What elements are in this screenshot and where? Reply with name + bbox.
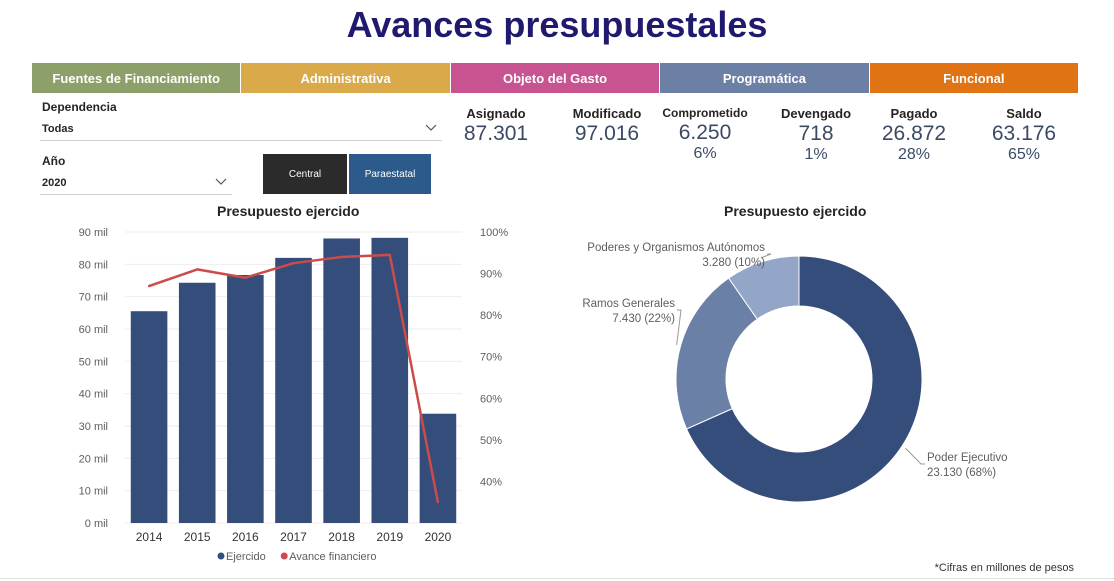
- bar: [178, 282, 216, 523]
- x-tick-label: 2016: [232, 530, 259, 544]
- kpi-label: Devengado: [780, 106, 852, 121]
- x-tick-label: 2019: [376, 530, 403, 544]
- bottom-divider: [0, 578, 1114, 579]
- nav-tabs: Fuentes de Financiamiento Administrativa…: [32, 63, 1079, 93]
- slice-value-label: 23.130 (68%): [927, 467, 996, 479]
- leader-line: [760, 253, 772, 259]
- line-point: [147, 284, 151, 288]
- central-button[interactable]: Central: [263, 154, 347, 194]
- bar: [371, 237, 409, 523]
- kpi-value: 26.872: [881, 122, 947, 145]
- legend-label: Ejercido: [226, 551, 266, 563]
- bar-chart-title: Presupuesto ejercido: [217, 203, 360, 219]
- y2-tick-label: 50%: [480, 435, 502, 447]
- kpi-value: 63.176: [991, 122, 1057, 145]
- dependencia-value: Todas: [42, 123, 74, 135]
- y2-tick-label: 60%: [480, 393, 502, 405]
- legend-marker: [280, 552, 288, 560]
- paraestatal-button[interactable]: Paraestatal: [349, 154, 431, 194]
- chevron-down-icon: [425, 124, 437, 131]
- line-point: [388, 253, 391, 257]
- footnote: *Cifras en millones de pesos: [934, 562, 1074, 574]
- kpi-label: Asignado: [466, 106, 526, 121]
- legend-marker: [217, 552, 225, 560]
- tab-programatica[interactable]: Programática: [660, 63, 870, 93]
- kpi-asignado: Asignado 87.301: [441, 106, 551, 146]
- tab-administrativa[interactable]: Administrativa: [241, 63, 451, 93]
- tab-funcional[interactable]: Funcional: [869, 63, 1079, 93]
- y-tick-label: 80 mil: [79, 259, 108, 271]
- bar: [130, 311, 168, 523]
- anio-select[interactable]: 2020: [40, 173, 232, 195]
- kpi-percent: 28%: [897, 146, 931, 163]
- line-point: [436, 501, 440, 504]
- kpi-value: 97.016: [574, 122, 640, 145]
- y-tick-label: 60 mil: [79, 324, 108, 336]
- x-tick-label: 2015: [184, 530, 211, 544]
- x-tick-label: 2020: [425, 530, 452, 544]
- line-point: [196, 268, 199, 271]
- slice-label: Poderes y Organismos Autónomos: [587, 242, 765, 254]
- kpi-label: Comprometido: [662, 106, 748, 120]
- page-title: Avances presupuestales: [346, 4, 768, 45]
- y-tick-label: 0 mil: [85, 518, 108, 530]
- y2-tick-label: 100%: [480, 227, 508, 239]
- line-point: [244, 276, 247, 279]
- kpi-percent: 6%: [693, 145, 717, 162]
- slice-value-label: 7.430 (22%): [612, 313, 675, 325]
- dependencia-label: Dependencia: [42, 100, 117, 114]
- tab-fuentes-de-financiamiento[interactable]: Fuentes de Financiamiento: [32, 63, 242, 93]
- kpi-saldo: Saldo 63.176 65%: [969, 106, 1079, 164]
- kpi-percent: 65%: [1007, 146, 1041, 163]
- leader-line: [905, 447, 925, 465]
- y2-tick-label: 90%: [480, 269, 502, 281]
- kpi-value: 718: [798, 122, 834, 145]
- kpi-percent: 1%: [804, 146, 828, 163]
- anio-label: Año: [42, 154, 66, 168]
- bar: [323, 238, 360, 523]
- tab-objeto-del-gasto[interactable]: Objeto del Gasto: [450, 63, 661, 93]
- kpi-label: Pagado: [890, 106, 938, 121]
- kpi-label: Modificado: [572, 106, 642, 121]
- anio-value: 2020: [42, 177, 67, 189]
- donut-chart: Poder Ejecutivo 23.130 (68%) Ramos General…: [582, 242, 1008, 503]
- donut-chart-title: Presupuesto ejercido: [724, 203, 867, 219]
- x-tick-label: 2017: [280, 530, 307, 544]
- bar: [419, 413, 457, 523]
- y-tick-label: 40 mil: [79, 389, 108, 401]
- kpi-pagado: Pagado 26.872 28%: [859, 106, 969, 164]
- donut-slice: [685, 255, 923, 503]
- kpi-value: 6.250: [678, 121, 732, 144]
- y2-tick-label: 70%: [480, 352, 502, 364]
- x-tick-label: 2018: [328, 530, 355, 544]
- donut-slice: [727, 255, 800, 320]
- bar: [227, 275, 264, 523]
- y-tick-label: 10 mil: [79, 486, 108, 498]
- chevron-down-icon: [215, 178, 227, 185]
- dependencia-select[interactable]: Todas: [40, 119, 442, 141]
- y2-tick-label: 80%: [480, 310, 502, 322]
- y2-tick-label: 40%: [480, 476, 502, 488]
- y-tick-label: 30 mil: [79, 421, 108, 433]
- slice-label: Ramos Generales: [582, 298, 675, 310]
- slice-label: Poder Ejecutivo: [927, 452, 1008, 464]
- y-tick-label: 20 mil: [79, 453, 108, 465]
- y-tick-label: 90 mil: [79, 227, 108, 239]
- y-tick-label: 50 mil: [79, 356, 108, 368]
- slice-value-label: 3.280 (10%): [702, 257, 765, 269]
- kpi-label: Saldo: [1006, 106, 1042, 121]
- y-tick-label: 70 mil: [79, 292, 108, 304]
- kpi-devengado: Devengado 718 1%: [761, 106, 871, 164]
- line-point: [340, 255, 343, 259]
- kpi-modificado: Modificado 97.016: [552, 106, 662, 146]
- bar-line-chart: 0 mil 10 mil 20 mil 30 mil 40 mil 50 mil 60 mi…: [79, 227, 509, 563]
- legend-label: Avance financiero: [289, 551, 376, 563]
- kpi-comprometido: Comprometido 6.250 6%: [650, 106, 760, 163]
- leader-line: [676, 309, 682, 345]
- x-tick-label: 2014: [136, 530, 163, 544]
- bar: [275, 257, 312, 523]
- line-point: [292, 261, 295, 265]
- kpi-value: 87.301: [463, 122, 529, 145]
